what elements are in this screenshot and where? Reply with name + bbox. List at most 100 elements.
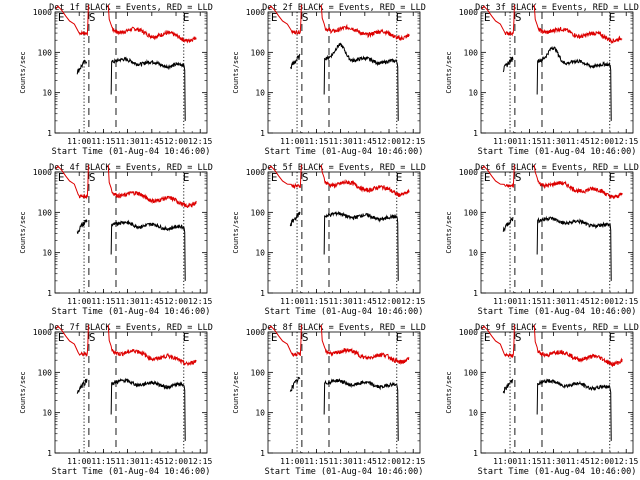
y-tick-label: 1000 bbox=[246, 168, 265, 177]
lld-series-pre bbox=[268, 324, 302, 358]
detector-panel-9: Det 9f BLACK = Events, RED = LLD 1 10 100 10… bbox=[445, 323, 639, 477]
marker-s-1: S bbox=[515, 331, 522, 344]
y-tick-label: 1000 bbox=[33, 8, 52, 17]
y-tick-label: 10 bbox=[255, 89, 265, 98]
y-axis-label: Counts/sec bbox=[445, 371, 453, 413]
detector-panel-4: Det 4f BLACK = Events, RED = LLD 1 10 100 10… bbox=[19, 163, 213, 317]
x-tick-label: 11:00 bbox=[493, 137, 517, 146]
marker-s-1: S bbox=[302, 11, 309, 24]
x-tick-label: 12:15 bbox=[614, 297, 638, 306]
x-tick-label: 11:00 bbox=[280, 297, 304, 306]
x-tick-label: 12:00 bbox=[590, 137, 614, 146]
x-tick-label: 11:45 bbox=[140, 137, 164, 146]
y-tick-label: 1 bbox=[260, 289, 265, 298]
lld-series-post bbox=[107, 164, 197, 208]
y-tick-label: 100 bbox=[464, 48, 479, 57]
events-series-post bbox=[536, 378, 612, 441]
y-tick-label: 1000 bbox=[33, 328, 52, 337]
x-tick-label: 12:00 bbox=[164, 297, 188, 306]
detector-panel-2: Det 2f BLACK = Events, RED = LLD 1 10 100 10… bbox=[232, 3, 426, 157]
x-tick-label: 11:30 bbox=[542, 297, 566, 306]
events-series-post bbox=[323, 378, 399, 441]
x-tick-label: 11:30 bbox=[542, 457, 566, 466]
x-axis-label: Start Time (01-Aug-04 10:46:00) bbox=[478, 467, 637, 477]
panel-title: Det 8f BLACK = Events, RED = LLD bbox=[262, 323, 426, 333]
lld-series-post bbox=[320, 4, 410, 41]
plot-frame bbox=[54, 171, 208, 294]
y-axis-label: Counts/sec bbox=[19, 211, 27, 253]
lld-series-post bbox=[107, 324, 197, 367]
events-series-pre bbox=[289, 211, 301, 227]
x-tick-label: 11:30 bbox=[329, 457, 353, 466]
y-tick-label: 1000 bbox=[246, 8, 265, 17]
x-tick-label: 11:00 bbox=[67, 137, 91, 146]
x-tick-label: 12:00 bbox=[590, 297, 614, 306]
plot-frame bbox=[267, 171, 421, 294]
y-tick-label: 10 bbox=[255, 249, 265, 258]
x-tick-label: 12:15 bbox=[188, 137, 212, 146]
y-tick-label: 100 bbox=[251, 368, 266, 377]
x-tick-label: 12:15 bbox=[614, 457, 638, 466]
x-tick-label: 12:15 bbox=[401, 297, 425, 306]
panel-title: Det 7f BLACK = Events, RED = LLD bbox=[49, 323, 213, 333]
panel-title: Det 3f BLACK = Events, RED = LLD bbox=[475, 3, 639, 13]
x-tick-label: 11:30 bbox=[329, 137, 353, 146]
lld-series-post bbox=[533, 4, 623, 45]
x-tick-label: 11:45 bbox=[566, 457, 590, 466]
x-axis-label: Start Time (01-Aug-04 10:46:00) bbox=[478, 307, 637, 317]
events-series-post bbox=[323, 42, 399, 121]
x-tick-label: 11:30 bbox=[542, 137, 566, 146]
marker-e-2: E bbox=[183, 11, 190, 24]
x-tick-label: 11:45 bbox=[566, 297, 590, 306]
marker-s-1: S bbox=[302, 171, 309, 184]
y-tick-label: 10 bbox=[42, 89, 52, 98]
panel-title: Det 9f BLACK = Events, RED = LLD bbox=[475, 323, 639, 333]
x-tick-label: 11:45 bbox=[353, 137, 377, 146]
x-axis-label: Start Time (01-Aug-04 10:46:00) bbox=[52, 147, 211, 157]
marker-e-0: E bbox=[58, 11, 65, 24]
lld-series-pre bbox=[268, 164, 302, 190]
panel-title: Det 2f BLACK = Events, RED = LLD bbox=[262, 3, 426, 13]
x-tick-label: 11:15 bbox=[304, 297, 328, 306]
marker-e-0: E bbox=[484, 331, 491, 344]
detector-panel-1: Det 1f BLACK = Events, RED = LLD 1 10 100 10… bbox=[19, 3, 213, 157]
marker-e-0: E bbox=[58, 171, 65, 184]
lld-series-post bbox=[533, 324, 623, 368]
y-tick-label: 10 bbox=[42, 409, 52, 418]
y-axis-label: Counts/sec bbox=[232, 211, 240, 253]
y-tick-label: 1 bbox=[260, 449, 265, 458]
x-tick-label: 12:00 bbox=[377, 137, 401, 146]
x-tick-label: 11:15 bbox=[304, 137, 328, 146]
plot-frame bbox=[267, 331, 421, 454]
events-series-post bbox=[110, 219, 186, 281]
panel-title: Det 1f BLACK = Events, RED = LLD bbox=[49, 3, 213, 13]
marker-s-1: S bbox=[515, 171, 522, 184]
panel-title: Det 4f BLACK = Events, RED = LLD bbox=[49, 163, 213, 173]
x-tick-label: 11:15 bbox=[91, 137, 115, 146]
y-tick-label: 1 bbox=[47, 129, 52, 138]
x-tick-label: 11:30 bbox=[116, 137, 140, 146]
x-tick-label: 12:15 bbox=[188, 457, 212, 466]
marker-e-0: E bbox=[271, 11, 278, 24]
lld-series-pre bbox=[481, 164, 515, 188]
y-tick-label: 1 bbox=[260, 129, 265, 138]
marker-e-2: E bbox=[396, 331, 403, 344]
marker-e-0: E bbox=[484, 171, 491, 184]
plot-frame bbox=[480, 11, 634, 134]
x-tick-label: 11:45 bbox=[353, 297, 377, 306]
events-series-post bbox=[536, 215, 612, 281]
events-series-post bbox=[110, 56, 186, 121]
marker-e-0: E bbox=[271, 331, 278, 344]
marker-e-0: E bbox=[271, 171, 278, 184]
lld-series-pre bbox=[55, 164, 89, 200]
y-tick-label: 10 bbox=[468, 409, 478, 418]
y-tick-label: 1000 bbox=[459, 168, 478, 177]
plot-frame bbox=[480, 331, 634, 454]
y-tick-label: 10 bbox=[42, 249, 52, 258]
x-tick-label: 11:15 bbox=[517, 137, 541, 146]
y-axis-label: Counts/sec bbox=[445, 51, 453, 93]
y-tick-label: 10 bbox=[468, 89, 478, 98]
y-tick-label: 100 bbox=[464, 368, 479, 377]
lld-series-post bbox=[320, 324, 410, 365]
